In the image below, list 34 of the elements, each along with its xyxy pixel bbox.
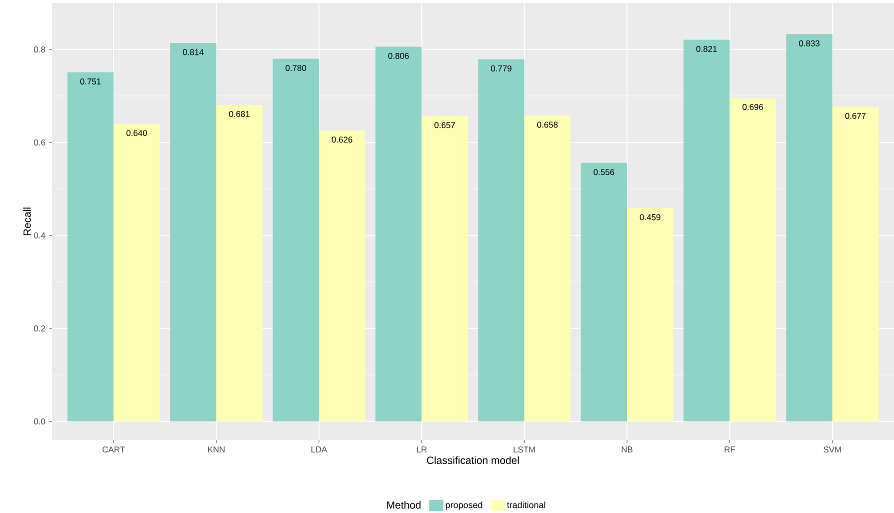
data-label: 0.751 xyxy=(80,78,101,84)
x-tick-label: LSTM xyxy=(514,446,535,453)
x-tick-label: RF xyxy=(724,446,736,452)
y-tick-label: 0.6 xyxy=(34,139,46,146)
data-label: 0.833 xyxy=(799,40,820,46)
data-label: 0.677 xyxy=(845,112,866,119)
data-label: 0.821 xyxy=(696,46,717,52)
y-tick-label: 0.4 xyxy=(34,232,46,238)
x-tick-label: LR xyxy=(416,446,427,452)
data-label: 0.814 xyxy=(182,49,204,56)
y-tick-label: 0.2 xyxy=(34,325,46,332)
y-tick-label: 0.8 xyxy=(34,46,46,52)
data-label: 0.806 xyxy=(388,52,409,59)
x-tick-label: CART xyxy=(102,446,125,453)
legend-label: traditional xyxy=(507,502,546,508)
data-label: 0.626 xyxy=(332,136,352,143)
x-tick-label: LDA xyxy=(311,446,328,452)
y-tick-label: 0.0 xyxy=(34,418,46,424)
x-axis-title: Classification model xyxy=(427,456,519,464)
data-label: 0.681 xyxy=(229,111,250,117)
data-label: 0.779 xyxy=(490,65,512,72)
data-label: 0.640 xyxy=(126,130,147,136)
data-label: 0.556 xyxy=(594,169,614,176)
x-tick-label: NB xyxy=(622,446,632,452)
data-label: 0.696 xyxy=(742,104,764,110)
x-tick-label: SVM xyxy=(824,446,841,453)
legend-label: proposed xyxy=(446,502,482,510)
y-axis-title: Recall xyxy=(23,208,31,236)
data-label: 0.657 xyxy=(434,122,455,128)
data-label: 0.780 xyxy=(286,64,306,71)
data-label: 0.459 xyxy=(640,214,660,220)
legend-title: Method xyxy=(387,501,421,509)
x-tick-label: KNN xyxy=(208,446,225,452)
data-label: 0.658 xyxy=(537,122,558,128)
